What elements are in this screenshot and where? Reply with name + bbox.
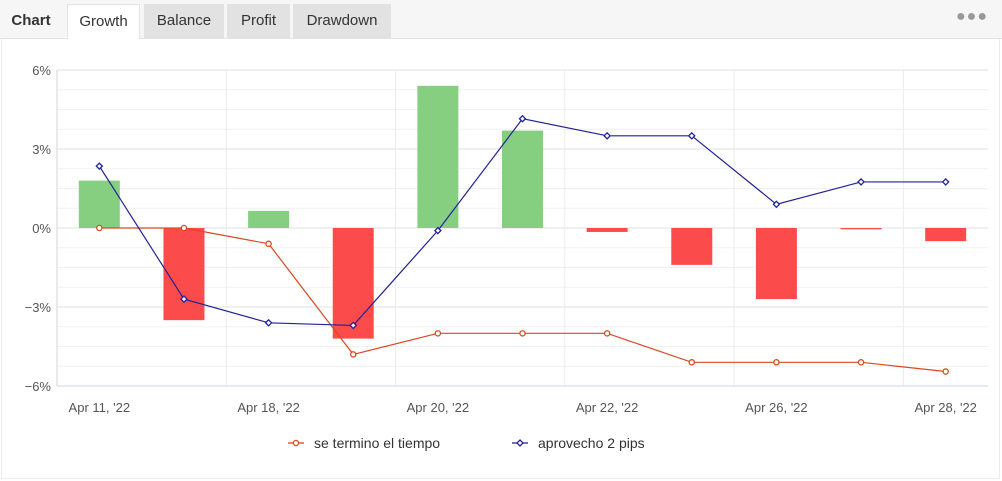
legend-marker [516, 439, 524, 447]
series-point [603, 131, 612, 140]
y-tick-label: −3% [25, 300, 52, 315]
bar [840, 228, 882, 230]
series-point [96, 224, 103, 232]
x-tick-label: Apr 18, '22 [237, 400, 299, 415]
series-point [857, 359, 865, 366]
series-point [941, 177, 950, 186]
more-options-icon[interactable]: ●●● [956, 8, 988, 25]
bar [417, 85, 459, 228]
bar [332, 228, 374, 339]
series-point [519, 330, 526, 337]
bar [755, 228, 797, 300]
series-point [773, 359, 780, 366]
tab-profit[interactable]: Profit [227, 4, 290, 38]
series-point [688, 359, 696, 366]
legend-label: aprovecho 2 pips [538, 435, 645, 451]
bar [163, 228, 205, 321]
tab-growth[interactable]: Growth [67, 4, 140, 39]
bar [502, 130, 543, 228]
series-point [857, 177, 865, 186]
chart-title: Chart [11, 12, 51, 29]
series-point [687, 131, 696, 140]
legend-label: se termino el tiempo [314, 435, 440, 451]
y-tick-label: 6% [32, 63, 51, 78]
bar [248, 210, 290, 228]
bar [586, 228, 628, 232]
tab-drawdown[interactable]: Drawdown [293, 4, 391, 38]
series-point [603, 330, 611, 337]
bar [925, 228, 967, 242]
series-point [180, 224, 188, 232]
series-point [95, 162, 104, 171]
series-point [772, 200, 781, 209]
series-point [349, 321, 358, 330]
series-point [942, 368, 949, 375]
tab-balance[interactable]: Balance [144, 4, 224, 38]
x-tick-label: Apr 28, '22 [914, 400, 976, 415]
series-point [349, 351, 357, 358]
bars [78, 85, 967, 339]
series-point [264, 318, 273, 327]
series-point [265, 240, 272, 248]
lines [95, 114, 950, 375]
bar [671, 228, 713, 265]
x-tick-label: Apr 22, '22 [576, 400, 638, 415]
legend-marker [292, 439, 300, 447]
x-tick-label: Apr 20, '22 [407, 400, 469, 415]
series-point [518, 114, 527, 123]
legend[interactable]: se termino el tiempo aprovecho 2 pips [288, 435, 645, 451]
series-point [434, 330, 442, 337]
x-tick-label: Apr 26, '22 [745, 400, 807, 415]
axes: 6% 3% 0% −3% −6% Apr 11, '22 Apr 18, '22 Apr 20… [25, 63, 977, 415]
y-tick-label: −6% [25, 379, 52, 394]
x-tick-label: Apr 11, '22 [69, 400, 131, 415]
y-tick-label: 0% [32, 221, 51, 236]
series-point [433, 226, 442, 235]
series-point [180, 295, 188, 304]
y-tick-label: 3% [32, 142, 51, 157]
chart-panel [1, 39, 1000, 479]
tab-bar: Chart Growth Balance Profit Drawdown ●●● [0, 0, 1002, 39]
